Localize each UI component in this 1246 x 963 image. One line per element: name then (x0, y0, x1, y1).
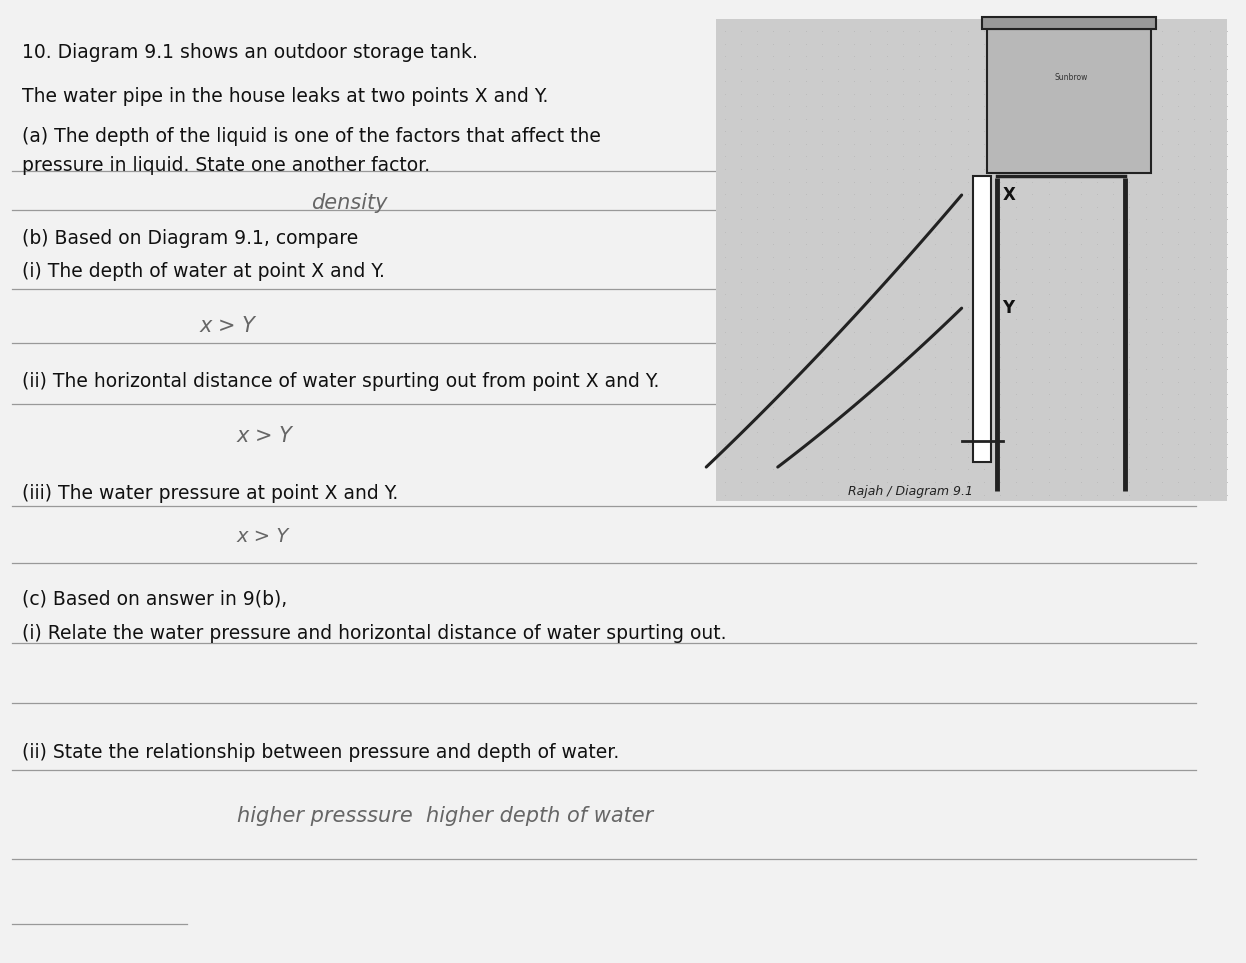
Text: x > Y: x > Y (199, 316, 255, 336)
Bar (982, 16, 1156, 29)
Bar (987, 29, 1151, 173)
Text: The water pipe in the house leaks at two points X and Y.: The water pipe in the house leaks at two… (22, 87, 548, 106)
Text: x > Y: x > Y (237, 527, 289, 546)
Bar (716, 19, 1227, 501)
Text: Rajah / Diagram 9.1: Rajah / Diagram 9.1 (849, 485, 973, 499)
Text: (a) The depth of the liquid is one of the factors that affect the: (a) The depth of the liquid is one of th… (22, 127, 602, 146)
Text: density: density (312, 193, 388, 213)
Text: (iii) The water pressure at point X and Y.: (iii) The water pressure at point X and … (22, 484, 399, 504)
Text: (ii) State the relationship between pressure and depth of water.: (ii) State the relationship between pres… (22, 743, 619, 763)
Text: Sunbrow: Sunbrow (1055, 72, 1088, 82)
Text: X: X (1003, 186, 1015, 204)
Text: x > Y: x > Y (237, 426, 293, 446)
Text: higher presssure  higher depth of water: higher presssure higher depth of water (237, 806, 653, 826)
Bar (973, 175, 992, 462)
Text: (b) Based on Diagram 9.1, compare: (b) Based on Diagram 9.1, compare (22, 229, 359, 248)
Text: Y: Y (1003, 299, 1014, 317)
Text: (i) The depth of water at point X and Y.: (i) The depth of water at point X and Y. (22, 262, 385, 281)
Text: pressure in liquid. State one another factor.: pressure in liquid. State one another fa… (22, 156, 431, 175)
Text: 10. Diagram 9.1 shows an outdoor storage tank.: 10. Diagram 9.1 shows an outdoor storage… (22, 43, 478, 63)
Text: (i) Relate the water pressure and horizontal distance of water spurting out.: (i) Relate the water pressure and horizo… (22, 624, 726, 643)
Text: (ii) The horizontal distance of water spurting out from point X and Y.: (ii) The horizontal distance of water sp… (22, 372, 660, 391)
Text: (c) Based on answer in 9(b),: (c) Based on answer in 9(b), (22, 589, 288, 609)
